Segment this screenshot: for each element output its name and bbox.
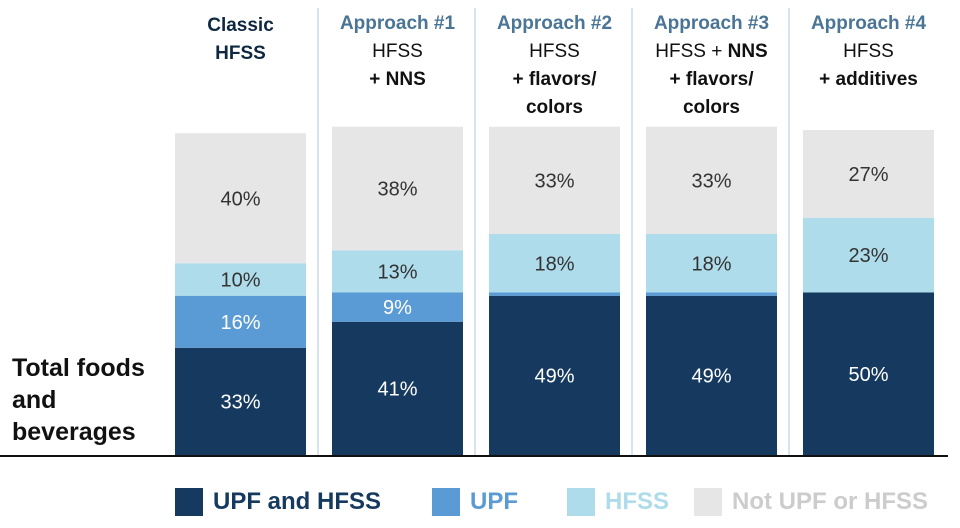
bar-segment-not-upf-or-hfss: [175, 133, 306, 264]
bar-segment-not-upf-or-hfss: [646, 126, 777, 234]
data-label: 13%: [377, 261, 417, 283]
bar-segment-hfss: [489, 234, 620, 293]
bar-segment-upf: [175, 295, 306, 348]
row-label: Total foods and beverages: [12, 354, 145, 446]
legend-item: UPF: [432, 484, 518, 520]
column-header: Approach #1 HFSS + NNS: [339, 13, 456, 90]
data-label: 40%: [220, 188, 260, 210]
bar-segment-not-upf-or-hfss: [803, 130, 934, 218]
bar-segment-upf: [332, 292, 463, 322]
bar-segment-not-upf-or-hfss: [332, 126, 463, 251]
bar-segment-upf-and-hfss: [803, 292, 934, 455]
bar-segment-upf-and-hfss: [332, 321, 463, 455]
legend-item: Not UPF or HFSS: [694, 484, 928, 520]
legend-item: UPF and HFSS: [175, 484, 381, 520]
bar-segment-hfss: [175, 263, 306, 296]
legend-label: UPF: [470, 488, 518, 515]
data-label: 50%: [848, 364, 888, 386]
bar-segment-upf-and-hfss: [489, 295, 620, 455]
legend-label: HFSS: [605, 488, 670, 515]
data-label: 27%: [848, 164, 888, 186]
legend-label: UPF and HFSS: [213, 488, 382, 515]
bar-segment-hfss: [646, 234, 777, 293]
column-header: Approach #3 HFSS + NNS + flavors/colors: [653, 13, 770, 118]
bar-segment-upf: [646, 292, 777, 296]
legend-swatch: [694, 488, 722, 516]
legend-label: Not UPF or HFSS: [732, 488, 928, 515]
data-label: 33%: [220, 391, 260, 413]
data-label: 33%: [691, 170, 731, 192]
bar-segment-upf: [489, 292, 620, 296]
bar-segment-not-upf-or-hfss: [489, 126, 620, 234]
data-label: 23%: [848, 245, 888, 267]
data-label: 38%: [377, 179, 417, 201]
column-header: Approach #4 HFSS + additives: [810, 13, 927, 90]
bar-segment-upf-and-hfss: [175, 347, 306, 455]
data-label: 49%: [534, 365, 574, 387]
legend-swatch: [175, 488, 203, 516]
data-label: 49%: [691, 365, 731, 387]
data-label: 18%: [691, 253, 731, 275]
column-header: Classic HFSS: [207, 15, 274, 64]
legend-swatch: [432, 488, 460, 516]
data-label: 9%: [383, 297, 412, 319]
data-label: 16%: [220, 312, 260, 334]
data-label: 10%: [220, 270, 260, 292]
legend-item: HFSS: [567, 484, 669, 520]
column-header: Approach #2 HFSS + flavors/colors: [496, 13, 613, 118]
data-label: 41%: [377, 378, 417, 400]
bar-segment-hfss: [332, 250, 463, 293]
data-label: 18%: [534, 253, 574, 275]
bar-segment-hfss: [803, 217, 934, 293]
data-label: 33%: [534, 170, 574, 192]
legend-swatch: [567, 488, 595, 516]
bar-segment-upf-and-hfss: [646, 295, 777, 455]
